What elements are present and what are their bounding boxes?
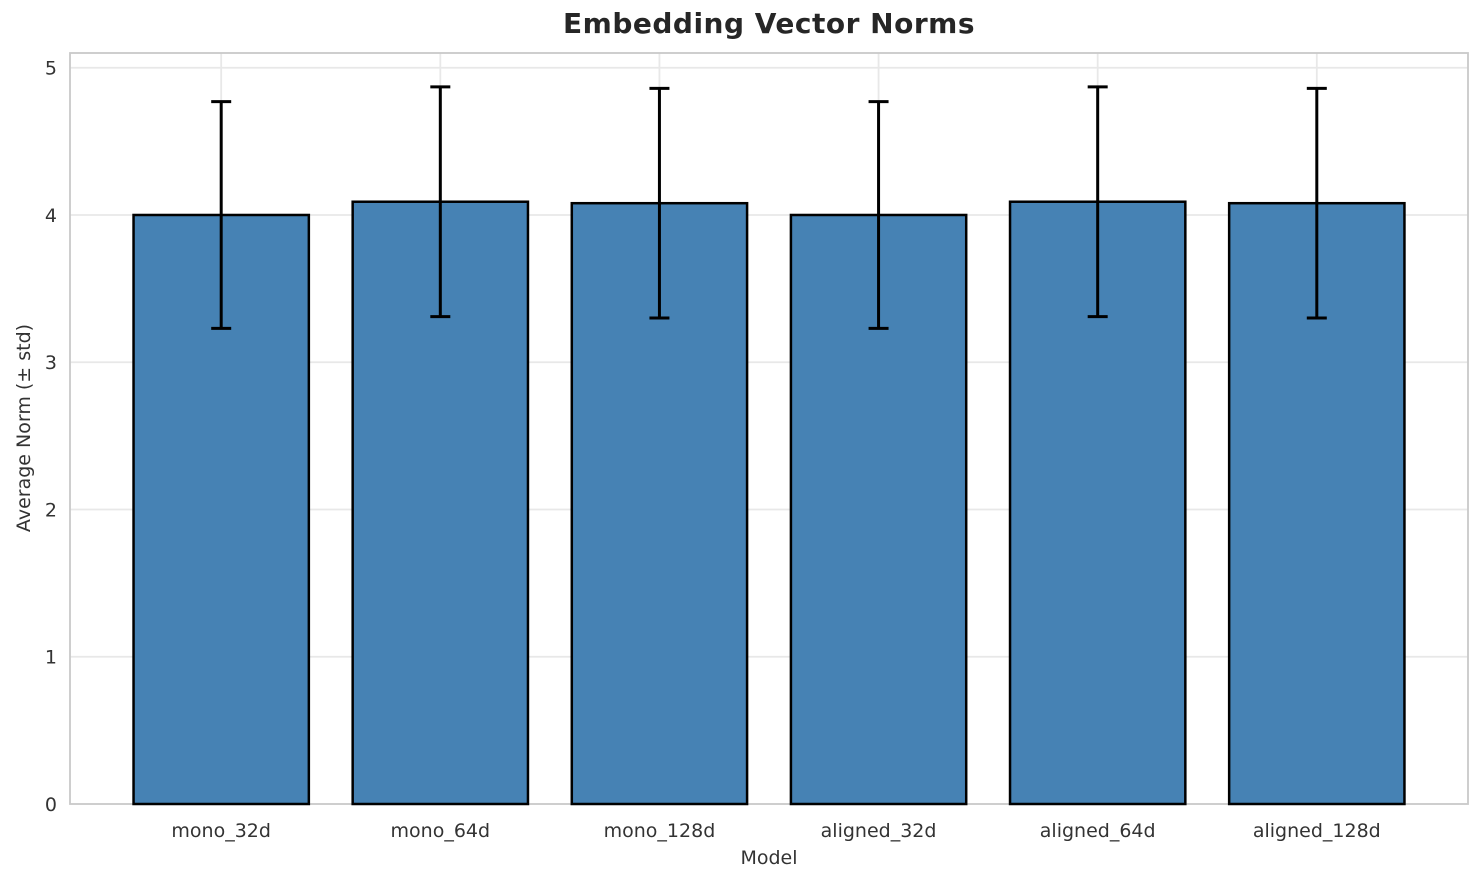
y-tick-label-0: 0 <box>45 794 57 816</box>
y-tick-label-1: 1 <box>45 647 57 669</box>
x-axis-label: Model <box>740 847 798 869</box>
chart-title: Embedding Vector Norms <box>563 7 975 40</box>
x-tick-label-mono_128d: mono_128d <box>604 820 716 842</box>
x-tick-label-mono_64d: mono_64d <box>391 820 491 842</box>
y-tick-label-3: 3 <box>45 352 57 374</box>
y-tick-label-2: 2 <box>45 499 57 521</box>
y-tick-label-5: 5 <box>45 58 57 80</box>
x-tick-label-aligned_64d: aligned_64d <box>1040 820 1156 842</box>
x-tick-label-aligned_32d: aligned_32d <box>821 820 937 842</box>
axes-border <box>69 52 1469 805</box>
x-tick-label-aligned_128d: aligned_128d <box>1253 820 1381 842</box>
x-tick-label-mono_32d: mono_32d <box>171 820 271 842</box>
y-tick-label-4: 4 <box>45 205 57 227</box>
